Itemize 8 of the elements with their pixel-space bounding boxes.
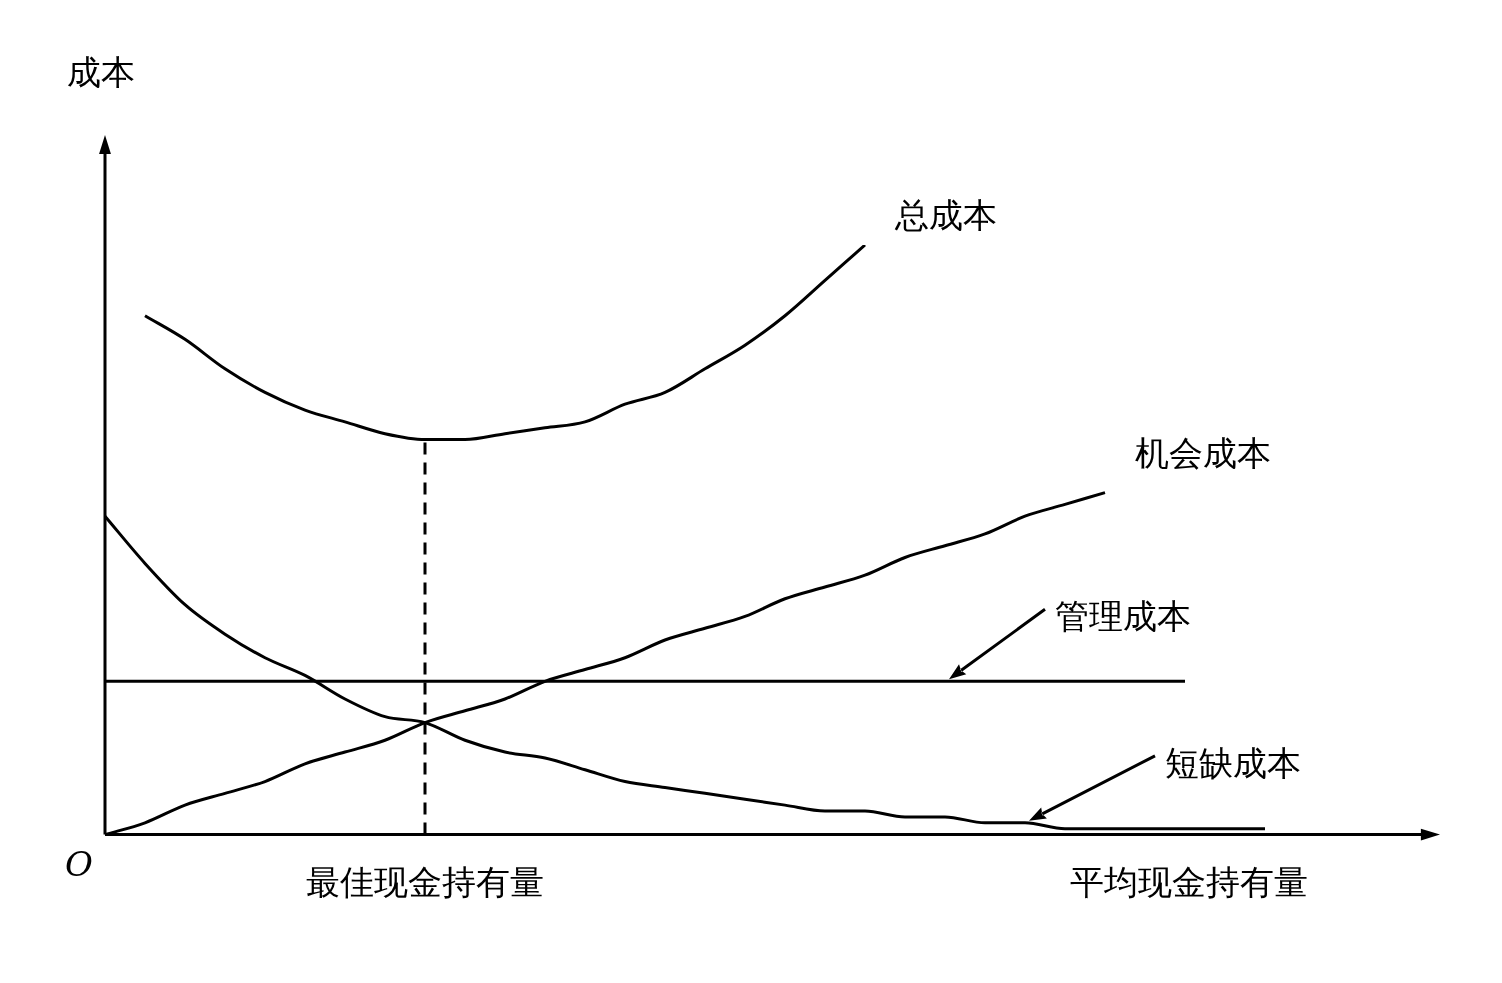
y-axis-title: 成本 bbox=[67, 52, 135, 92]
text: O bbox=[65, 843, 93, 884]
text: 最佳现金持有量 bbox=[306, 861, 544, 902]
series-label: 总成本 bbox=[895, 195, 997, 235]
x-axis-title: 平均现金持有量 bbox=[1070, 861, 1308, 902]
series-label: 机会成本 bbox=[1135, 432, 1271, 473]
series-label: 短缺成本 bbox=[1165, 742, 1301, 783]
series-label: 管理成本 bbox=[1055, 596, 1191, 637]
